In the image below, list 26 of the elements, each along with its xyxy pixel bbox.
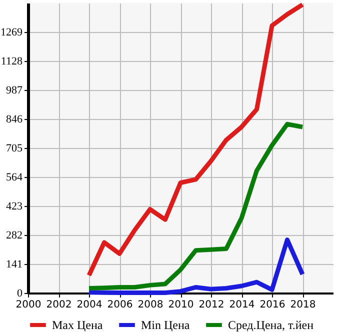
y-tick-label: 1128 bbox=[0, 56, 23, 68]
y-tick-label: 282 bbox=[6, 230, 22, 242]
x-tick-label: 2010 bbox=[168, 300, 194, 310]
y-tick-label: 705 bbox=[6, 142, 23, 154]
x-tick-label: 2008 bbox=[138, 300, 164, 310]
x-tick-label: 2000 bbox=[16, 300, 42, 310]
y-tick-label: 564 bbox=[6, 172, 23, 184]
legend-label: Max Цена bbox=[52, 318, 104, 332]
x-tick-label: 2014 bbox=[229, 300, 255, 310]
x-tick-label: 2018 bbox=[290, 300, 316, 310]
y-tick-label: 423 bbox=[6, 200, 23, 212]
y-tick-label: 141 bbox=[6, 258, 22, 270]
x-tick-label: 2006 bbox=[107, 300, 133, 310]
line-series bbox=[86, 122, 305, 291]
y-tick-label: 987 bbox=[6, 84, 23, 96]
y-tick-label: 846 bbox=[6, 114, 23, 126]
line-series bbox=[86, 237, 305, 296]
x-tick-label: 2012 bbox=[198, 300, 224, 310]
legend-label: Min Цена bbox=[141, 318, 190, 332]
y-tick-label: 0 bbox=[17, 288, 23, 300]
x-tick-label: 2004 bbox=[76, 300, 102, 310]
line-series bbox=[86, 2, 305, 278]
legend-label: Сред.Цена, т.йен bbox=[228, 318, 314, 332]
x-tick-label: 2002 bbox=[46, 300, 72, 310]
x-tick-label: 2016 bbox=[260, 300, 286, 310]
y-tick-label: 1269 bbox=[0, 26, 23, 38]
